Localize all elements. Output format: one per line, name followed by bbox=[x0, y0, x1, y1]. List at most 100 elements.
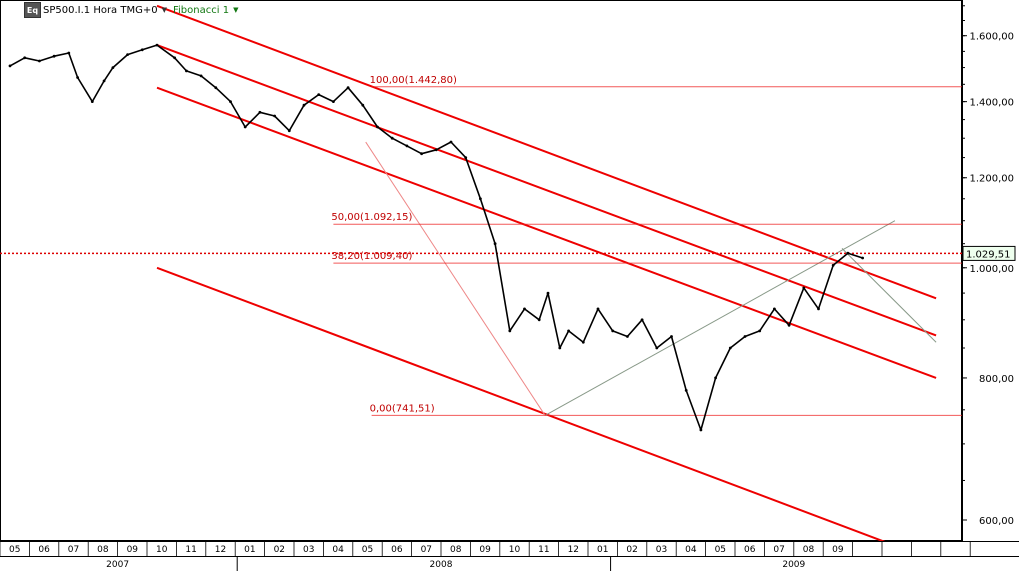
price-point bbox=[464, 156, 468, 160]
price-point bbox=[155, 43, 159, 47]
price-point bbox=[302, 103, 306, 107]
x-month-label: 06 bbox=[38, 545, 50, 555]
price-point bbox=[546, 291, 550, 295]
equity-badge-icon[interactable]: Eq bbox=[24, 2, 41, 18]
y-tick-label: 1.000,00 bbox=[969, 264, 1014, 275]
fib-level-label: 50,00(1.092,15) bbox=[331, 212, 412, 223]
fib-level-label: 38,20(1.009,40) bbox=[331, 251, 412, 262]
channel-line-1 bbox=[156, 4, 937, 300]
x-month-label: 09 bbox=[479, 545, 491, 555]
fib-level-label: 0,00(741,51) bbox=[370, 403, 435, 414]
price-point bbox=[317, 93, 321, 96]
price-point bbox=[581, 340, 585, 344]
price-point bbox=[287, 129, 291, 133]
price-point bbox=[449, 140, 453, 144]
price-point bbox=[214, 86, 218, 90]
y-tick-label: 800,00 bbox=[979, 374, 1014, 385]
x-month-label: 08 bbox=[803, 545, 815, 555]
channel-line-3 bbox=[156, 86, 937, 379]
price-point bbox=[185, 69, 188, 73]
x-month-label: 08 bbox=[97, 545, 109, 555]
price-point bbox=[346, 86, 350, 90]
x-year-label: 2009 bbox=[782, 560, 805, 570]
fan-line-3 bbox=[841, 248, 937, 343]
y-axis-panel bbox=[962, 0, 1019, 541]
x-month-label: 06 bbox=[391, 545, 403, 555]
price-point bbox=[332, 100, 335, 103]
price-point bbox=[728, 346, 732, 350]
channel-line-2 bbox=[156, 44, 937, 337]
price-point bbox=[23, 56, 27, 60]
symbol-dropdown-icon[interactable]: ▼ bbox=[161, 6, 167, 14]
price-point bbox=[773, 307, 776, 311]
price-point bbox=[243, 125, 247, 129]
y-tick-label: 1.600,00 bbox=[969, 32, 1014, 43]
price-point bbox=[140, 48, 144, 52]
price-point bbox=[173, 56, 177, 60]
price-point bbox=[743, 335, 747, 338]
fibonacci-study-label[interactable]: Fibonacci 1 bbox=[173, 4, 230, 16]
price-point bbox=[493, 242, 497, 246]
price-point bbox=[523, 307, 526, 311]
price-point bbox=[670, 335, 673, 338]
x-month-label: 01 bbox=[597, 545, 608, 555]
y-tick-label: 600,00 bbox=[979, 516, 1014, 527]
price-point bbox=[405, 144, 409, 148]
price-point bbox=[611, 329, 615, 333]
price-point bbox=[831, 263, 835, 267]
x-month-label: 02 bbox=[274, 545, 285, 555]
price-point bbox=[846, 251, 850, 255]
price-point bbox=[684, 389, 688, 392]
price-point bbox=[758, 329, 762, 333]
price-point bbox=[38, 59, 41, 63]
price-point bbox=[434, 148, 438, 152]
plot-area bbox=[0, 0, 962, 541]
x-month-label: 09 bbox=[127, 545, 139, 555]
price-point bbox=[361, 103, 365, 107]
price-point bbox=[67, 51, 71, 55]
price-point bbox=[126, 53, 129, 56]
x-month-label: 10 bbox=[156, 545, 168, 555]
x-month-label: 07 bbox=[773, 545, 784, 555]
price-point bbox=[596, 307, 600, 311]
price-point bbox=[390, 136, 394, 140]
price-point bbox=[229, 100, 232, 103]
price-point bbox=[76, 76, 79, 79]
price-point bbox=[537, 318, 541, 322]
price-point bbox=[508, 329, 512, 333]
x-month-label: 05 bbox=[362, 545, 373, 555]
price-point bbox=[558, 346, 562, 350]
x-month-label: 11 bbox=[185, 545, 196, 555]
x-month-label: 04 bbox=[332, 545, 344, 555]
price-point bbox=[199, 74, 203, 78]
x-month-label: 07 bbox=[421, 545, 432, 555]
price-point bbox=[376, 125, 379, 129]
x-month-label: 12 bbox=[568, 545, 579, 555]
price-point bbox=[802, 286, 806, 290]
price-point bbox=[258, 110, 262, 114]
y-tick-label: 1.400,00 bbox=[969, 98, 1014, 109]
x-month-label: 09 bbox=[832, 545, 844, 555]
last-price-label: 1.029,51 bbox=[966, 249, 1011, 260]
price-point bbox=[8, 64, 12, 68]
x-year-label: 2008 bbox=[430, 560, 453, 570]
price-point bbox=[567, 329, 570, 333]
chart-header: Eq SP500.I.1 Hora TMG+0 ▼ Fibonacci 1 ▼ bbox=[24, 2, 238, 18]
x-month-label: 12 bbox=[215, 545, 226, 555]
x-month-label: 03 bbox=[303, 545, 314, 555]
price-point bbox=[420, 152, 423, 156]
x-month-label: 08 bbox=[450, 545, 462, 555]
price-point bbox=[90, 100, 94, 103]
fib-level-label: 100,00(1.442,80) bbox=[370, 75, 457, 86]
symbol-label[interactable]: SP500.I.1 Hora TMG+0 bbox=[43, 4, 158, 16]
x-month-label: 03 bbox=[656, 545, 667, 555]
fan-line-1 bbox=[365, 141, 546, 416]
price-point bbox=[479, 197, 482, 201]
price-point bbox=[111, 66, 115, 69]
price-point bbox=[861, 256, 864, 260]
fibonacci-dropdown-icon[interactable]: ▼ bbox=[233, 6, 239, 14]
x-month-label: 10 bbox=[509, 545, 521, 555]
x-month-label: 06 bbox=[744, 545, 756, 555]
